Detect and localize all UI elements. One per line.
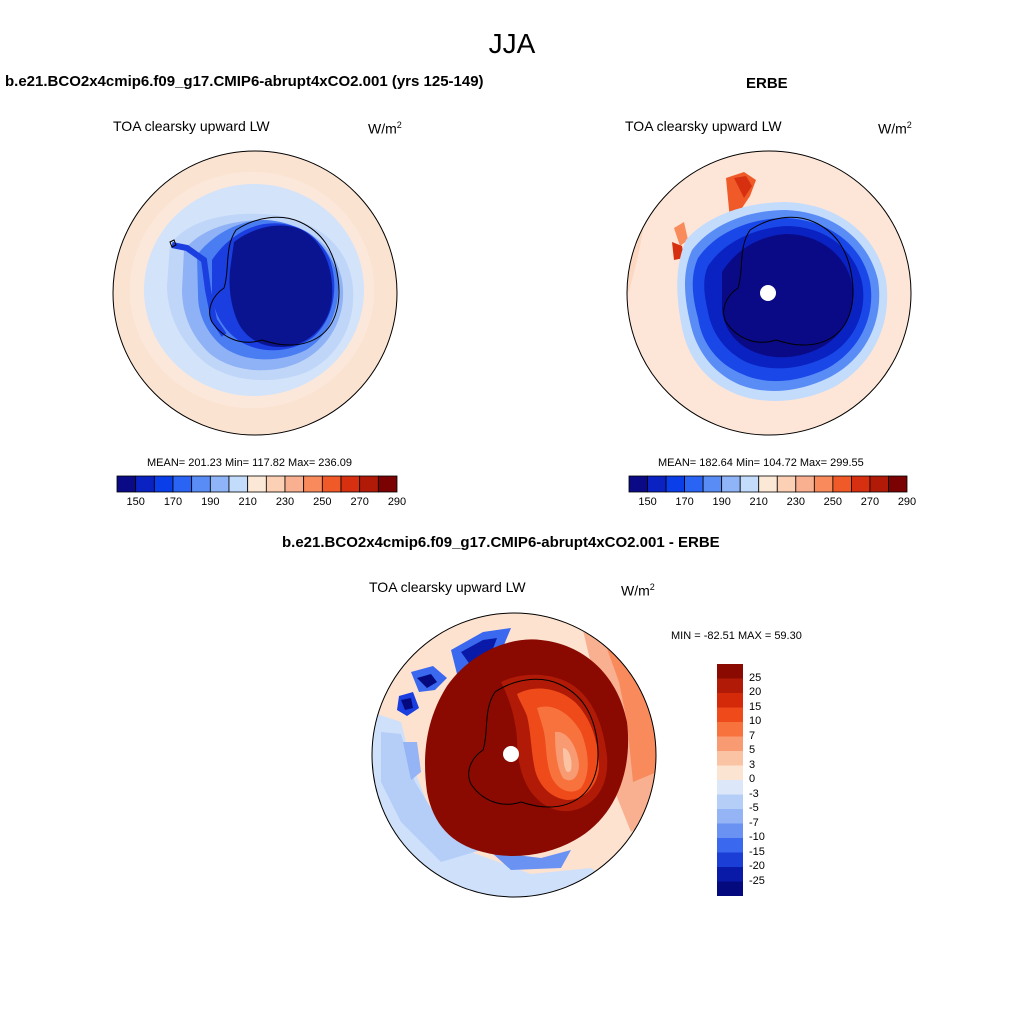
- colorbar-label: 150: [126, 496, 145, 508]
- colorbar-label: 270: [350, 496, 369, 508]
- colorbar-label: 190: [712, 496, 731, 508]
- colorbar-label: 150: [638, 496, 657, 508]
- colorbar-swatch: [717, 780, 743, 795]
- colorbar-label: 7: [749, 729, 756, 742]
- colorbar-swatch: [717, 722, 743, 737]
- colorbar-swatch: [153, 475, 174, 493]
- colorbar-label: 25: [749, 671, 762, 684]
- colorbar-label: 10: [749, 715, 762, 727]
- page-title: JJA: [488, 28, 536, 59]
- colorbar-swatch: [717, 664, 743, 679]
- colorbar-label: -20: [749, 860, 765, 872]
- colorbar-label: -25: [749, 874, 765, 887]
- colorbar-swatch: [721, 475, 741, 493]
- colorbar-swatch: [717, 867, 743, 882]
- colorbar-label: -10: [749, 831, 765, 843]
- panel-2-subtitle: TOA clearsky upward LW: [625, 118, 782, 134]
- colorbar-swatch: [228, 475, 249, 493]
- panel-1-map: [112, 150, 398, 436]
- colorbar-label: -3: [749, 787, 759, 800]
- colorbar-swatch: [684, 475, 704, 493]
- colorbar-label: 230: [786, 496, 805, 508]
- colorbar-swatch: [739, 475, 760, 493]
- colorbar-label: 15: [749, 700, 762, 713]
- panel-2-title: ERBE: [746, 75, 788, 92]
- colorbar-label: 0: [749, 773, 756, 785]
- colorbar-swatch: [888, 475, 908, 493]
- colorbar-swatch: [265, 475, 286, 493]
- colorbar-swatch: [717, 852, 743, 867]
- panel-1-colorbar: [116, 475, 398, 493]
- colorbar-swatch: [717, 823, 743, 838]
- panel-3-colorbar-labels: 25 20 15 10 7 5 3 0 -3 -5 -7 -10 -15 -20 -25: [749, 664, 789, 896]
- panel-3-units: W/m2: [621, 582, 655, 599]
- colorbar-swatch: [628, 475, 648, 493]
- colorbar-label: 250: [823, 496, 843, 508]
- colorbar-swatch: [717, 765, 743, 780]
- colorbar-swatch: [284, 475, 305, 493]
- colorbar-swatch: [832, 475, 852, 493]
- panel-2-units: W/m2: [878, 120, 912, 137]
- colorbar-swatch: [321, 475, 342, 493]
- colorbar-swatch: [717, 838, 743, 853]
- colorbar-swatch: [717, 881, 743, 896]
- colorbar-swatch: [795, 475, 815, 493]
- colorbar-swatch: [247, 475, 267, 493]
- panel-3-stats: MIN = -82.51 MAX = 59.30: [671, 630, 802, 642]
- panel-1-units: W/m2: [368, 120, 402, 137]
- colorbar-swatch: [303, 475, 323, 493]
- colorbar-swatch: [717, 707, 743, 722]
- colorbar-label: 190: [201, 496, 220, 508]
- colorbar-swatch: [850, 475, 871, 493]
- colorbar-label: -5: [749, 802, 759, 814]
- panel-1-stats: MEAN= 201.23 Min= 117.82 Max= 236.09: [147, 457, 352, 469]
- colorbar-swatch: [359, 475, 379, 493]
- colorbar-label: 20: [749, 686, 762, 698]
- colorbar-label: 170: [163, 496, 183, 508]
- panel-1-subtitle: TOA clearsky upward LW: [113, 118, 270, 134]
- colorbar-label: 210: [238, 496, 257, 508]
- panel-3-subtitle: TOA clearsky upward LW: [369, 579, 526, 595]
- colorbar-swatch: [191, 475, 211, 493]
- colorbar-swatch: [377, 475, 398, 493]
- panel-1-colorbar-labels: 150 170 190 210 230 250 270 290: [117, 496, 406, 510]
- colorbar-swatch: [340, 475, 361, 493]
- colorbar-swatch: [758, 475, 778, 493]
- colorbar-swatch: [717, 736, 743, 751]
- colorbar-swatch: [717, 751, 743, 766]
- colorbar-swatch: [776, 475, 797, 493]
- colorbar-label: 3: [749, 758, 756, 771]
- colorbar-swatch: [172, 475, 193, 493]
- panel-2-stats: MEAN= 182.64 Min= 104.72 Max= 299.55: [658, 457, 864, 469]
- colorbar-label: 230: [275, 496, 295, 508]
- colorbar-label: 170: [675, 496, 694, 508]
- panel-3-title: b.e21.BCO2x4cmip6.f09_g17.CMIP6-abrupt4x…: [282, 534, 720, 551]
- colorbar-label: -7: [749, 816, 759, 829]
- colorbar-label: 210: [749, 496, 768, 508]
- colorbar-swatch: [209, 475, 230, 493]
- colorbar-swatch: [813, 475, 834, 493]
- colorbar-label: 250: [313, 496, 332, 508]
- colorbar-label: 290: [387, 496, 407, 508]
- panel-3-map: [371, 612, 657, 898]
- colorbar-label: 270: [860, 496, 880, 508]
- colorbar-swatch: [702, 475, 723, 493]
- colorbar-swatch: [135, 475, 155, 493]
- panel-2-map: [626, 150, 912, 436]
- panel-3-colorbar: [717, 664, 743, 896]
- colorbar-swatch: [665, 475, 686, 493]
- colorbar-swatch: [717, 678, 743, 693]
- colorbar-swatch: [647, 475, 667, 493]
- colorbar-swatch: [717, 693, 743, 708]
- colorbar-label: 5: [749, 744, 756, 756]
- colorbar-label: 290: [897, 496, 917, 508]
- colorbar-swatch: [717, 809, 743, 824]
- colorbar-swatch: [869, 475, 889, 493]
- colorbar-swatch: [116, 475, 137, 493]
- panel-2-colorbar-labels: 150 170 190 210 230 250 270 290: [629, 496, 916, 510]
- colorbar-label: -15: [749, 845, 765, 858]
- colorbar-swatch: [717, 794, 743, 809]
- panel-2-colorbar: [628, 475, 908, 493]
- panel-1-title: b.e21.BCO2x4cmip6.f09_g17.CMIP6-abrupt4x…: [5, 73, 484, 90]
